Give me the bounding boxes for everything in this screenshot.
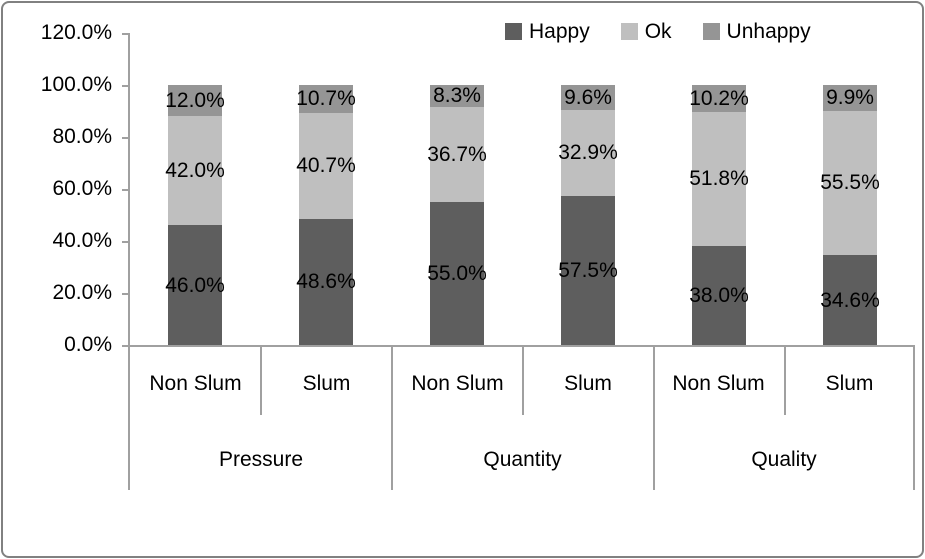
- segment-ok: 36.7%: [427, 106, 487, 202]
- legend-label: Ok: [644, 20, 672, 43]
- data-label: 34.6%: [820, 288, 880, 312]
- x-axis-category-label: Non Slum: [411, 372, 504, 395]
- stacked-bar-quantity-slum: 9.6% 32.9% 57.5%: [558, 85, 618, 345]
- x-axis-category-label: Slum: [564, 372, 612, 395]
- stacked-bar-quality-slum: 9.9% 55.5% 34.6%: [820, 85, 880, 345]
- x-axis-group-label: Pressure: [218, 448, 304, 471]
- data-label: 9.9%: [826, 86, 874, 110]
- segment-ok: 51.8%: [689, 111, 749, 247]
- subcategory-separator: [784, 347, 786, 415]
- segment-unhappy: 8.3%: [430, 85, 484, 107]
- data-label: 40.7%: [296, 154, 356, 178]
- group-separator: [391, 347, 393, 490]
- segment-happy: 34.6%: [820, 255, 880, 345]
- x-axis-category-label: Slum: [825, 372, 874, 395]
- x-axis-group-label: Quantity: [483, 448, 562, 471]
- data-label: 55.5%: [820, 171, 880, 195]
- x-axis-category-label: Non Slum: [672, 372, 765, 395]
- legend: Happy Ok Unhappy: [505, 21, 811, 42]
- group-separator: [653, 347, 655, 490]
- stacked-bar-pressure-nonslum: 12.0% 42.0% 46.0%: [165, 85, 225, 345]
- y-axis-tick: [122, 189, 130, 191]
- y-axis-tick: [122, 293, 130, 295]
- y-axis-tick-label: 80.0%: [52, 125, 112, 148]
- data-label: 55.0%: [427, 262, 487, 285]
- data-label: 46.0%: [165, 273, 225, 297]
- data-label: 12.0%: [165, 89, 225, 113]
- legend-swatch-happy-icon: [505, 23, 522, 40]
- subcategory-separator: [260, 347, 262, 415]
- y-axis-tick-label: 40.0%: [52, 229, 112, 252]
- segment-ok: 42.0%: [165, 116, 225, 226]
- data-label: 8.3%: [433, 84, 481, 108]
- segment-unhappy: 9.6%: [561, 85, 615, 110]
- x-axis-line: [122, 345, 915, 347]
- y-axis-tick-label: 100.0%: [40, 73, 112, 96]
- legend-item-unhappy: Unhappy: [702, 20, 811, 43]
- x-axis-category-label: Non Slum: [149, 372, 242, 395]
- data-label: 48.6%: [296, 270, 356, 294]
- data-label: 32.9%: [558, 141, 618, 165]
- segment-ok: 55.5%: [820, 110, 880, 255]
- segment-unhappy: 10.2%: [689, 85, 749, 112]
- y-axis-tick: [122, 345, 130, 347]
- stacked-bar-pressure-slum: 10.7% 40.7% 48.6%: [296, 85, 356, 345]
- segment-ok: 40.7%: [296, 112, 356, 219]
- x-axis-group-label: Quality: [751, 448, 817, 471]
- y-axis-tick-label: 120.0%: [40, 21, 112, 44]
- y-axis-tick-label: 20.0%: [52, 281, 112, 304]
- subcategory-separator: [522, 347, 524, 415]
- legend-item-happy: Happy: [505, 21, 590, 42]
- legend-item-ok: Ok: [620, 20, 672, 43]
- segment-unhappy: 9.9%: [823, 85, 877, 111]
- segment-unhappy: 10.7%: [296, 85, 356, 113]
- data-label: 57.5%: [558, 258, 618, 282]
- segment-happy: 55.0%: [427, 202, 487, 345]
- segment-happy: 38.0%: [689, 246, 749, 345]
- legend-swatch-ok-icon: [620, 23, 638, 40]
- y-axis-tick: [122, 33, 130, 35]
- segment-happy: 46.0%: [165, 225, 225, 345]
- data-label: 10.2%: [689, 86, 749, 110]
- y-axis-tick: [122, 241, 130, 243]
- x-axis-category-label: Slum: [302, 372, 351, 395]
- stacked-bar-quality-nonslum: 10.2% 51.8% 38.0%: [689, 85, 749, 345]
- legend-swatch-unhappy-icon: [702, 23, 720, 40]
- data-label: 9.6%: [564, 86, 612, 109]
- segment-happy: 57.5%: [558, 195, 618, 345]
- group-separator: [128, 347, 130, 490]
- y-axis-tick: [122, 85, 130, 87]
- data-label: 10.7%: [296, 87, 356, 111]
- data-label: 38.0%: [689, 284, 749, 308]
- y-axis-tick: [122, 137, 130, 139]
- data-label: 51.8%: [689, 167, 749, 191]
- y-axis-tick-label: 0.0%: [64, 333, 112, 356]
- segment-happy: 48.6%: [296, 218, 356, 345]
- stacked-bar-quantity-nonslum: 8.3% 36.7% 55.0%: [427, 85, 487, 345]
- data-label: 42.0%: [165, 159, 225, 183]
- legend-label: Unhappy: [726, 20, 811, 43]
- legend-label: Happy: [529, 20, 590, 43]
- segment-ok: 32.9%: [558, 110, 618, 196]
- segment-unhappy: 12.0%: [165, 85, 225, 117]
- data-label: 36.7%: [427, 142, 487, 166]
- y-axis-tick-label: 60.0%: [52, 177, 112, 200]
- group-separator: [913, 347, 915, 490]
